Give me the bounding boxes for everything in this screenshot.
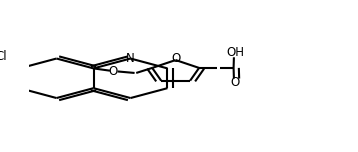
- Text: N: N: [126, 52, 135, 65]
- Text: O: O: [108, 65, 118, 78]
- Text: OH: OH: [226, 46, 244, 59]
- Text: O: O: [231, 76, 240, 89]
- Text: Cl: Cl: [0, 50, 7, 63]
- Text: O: O: [171, 52, 180, 65]
